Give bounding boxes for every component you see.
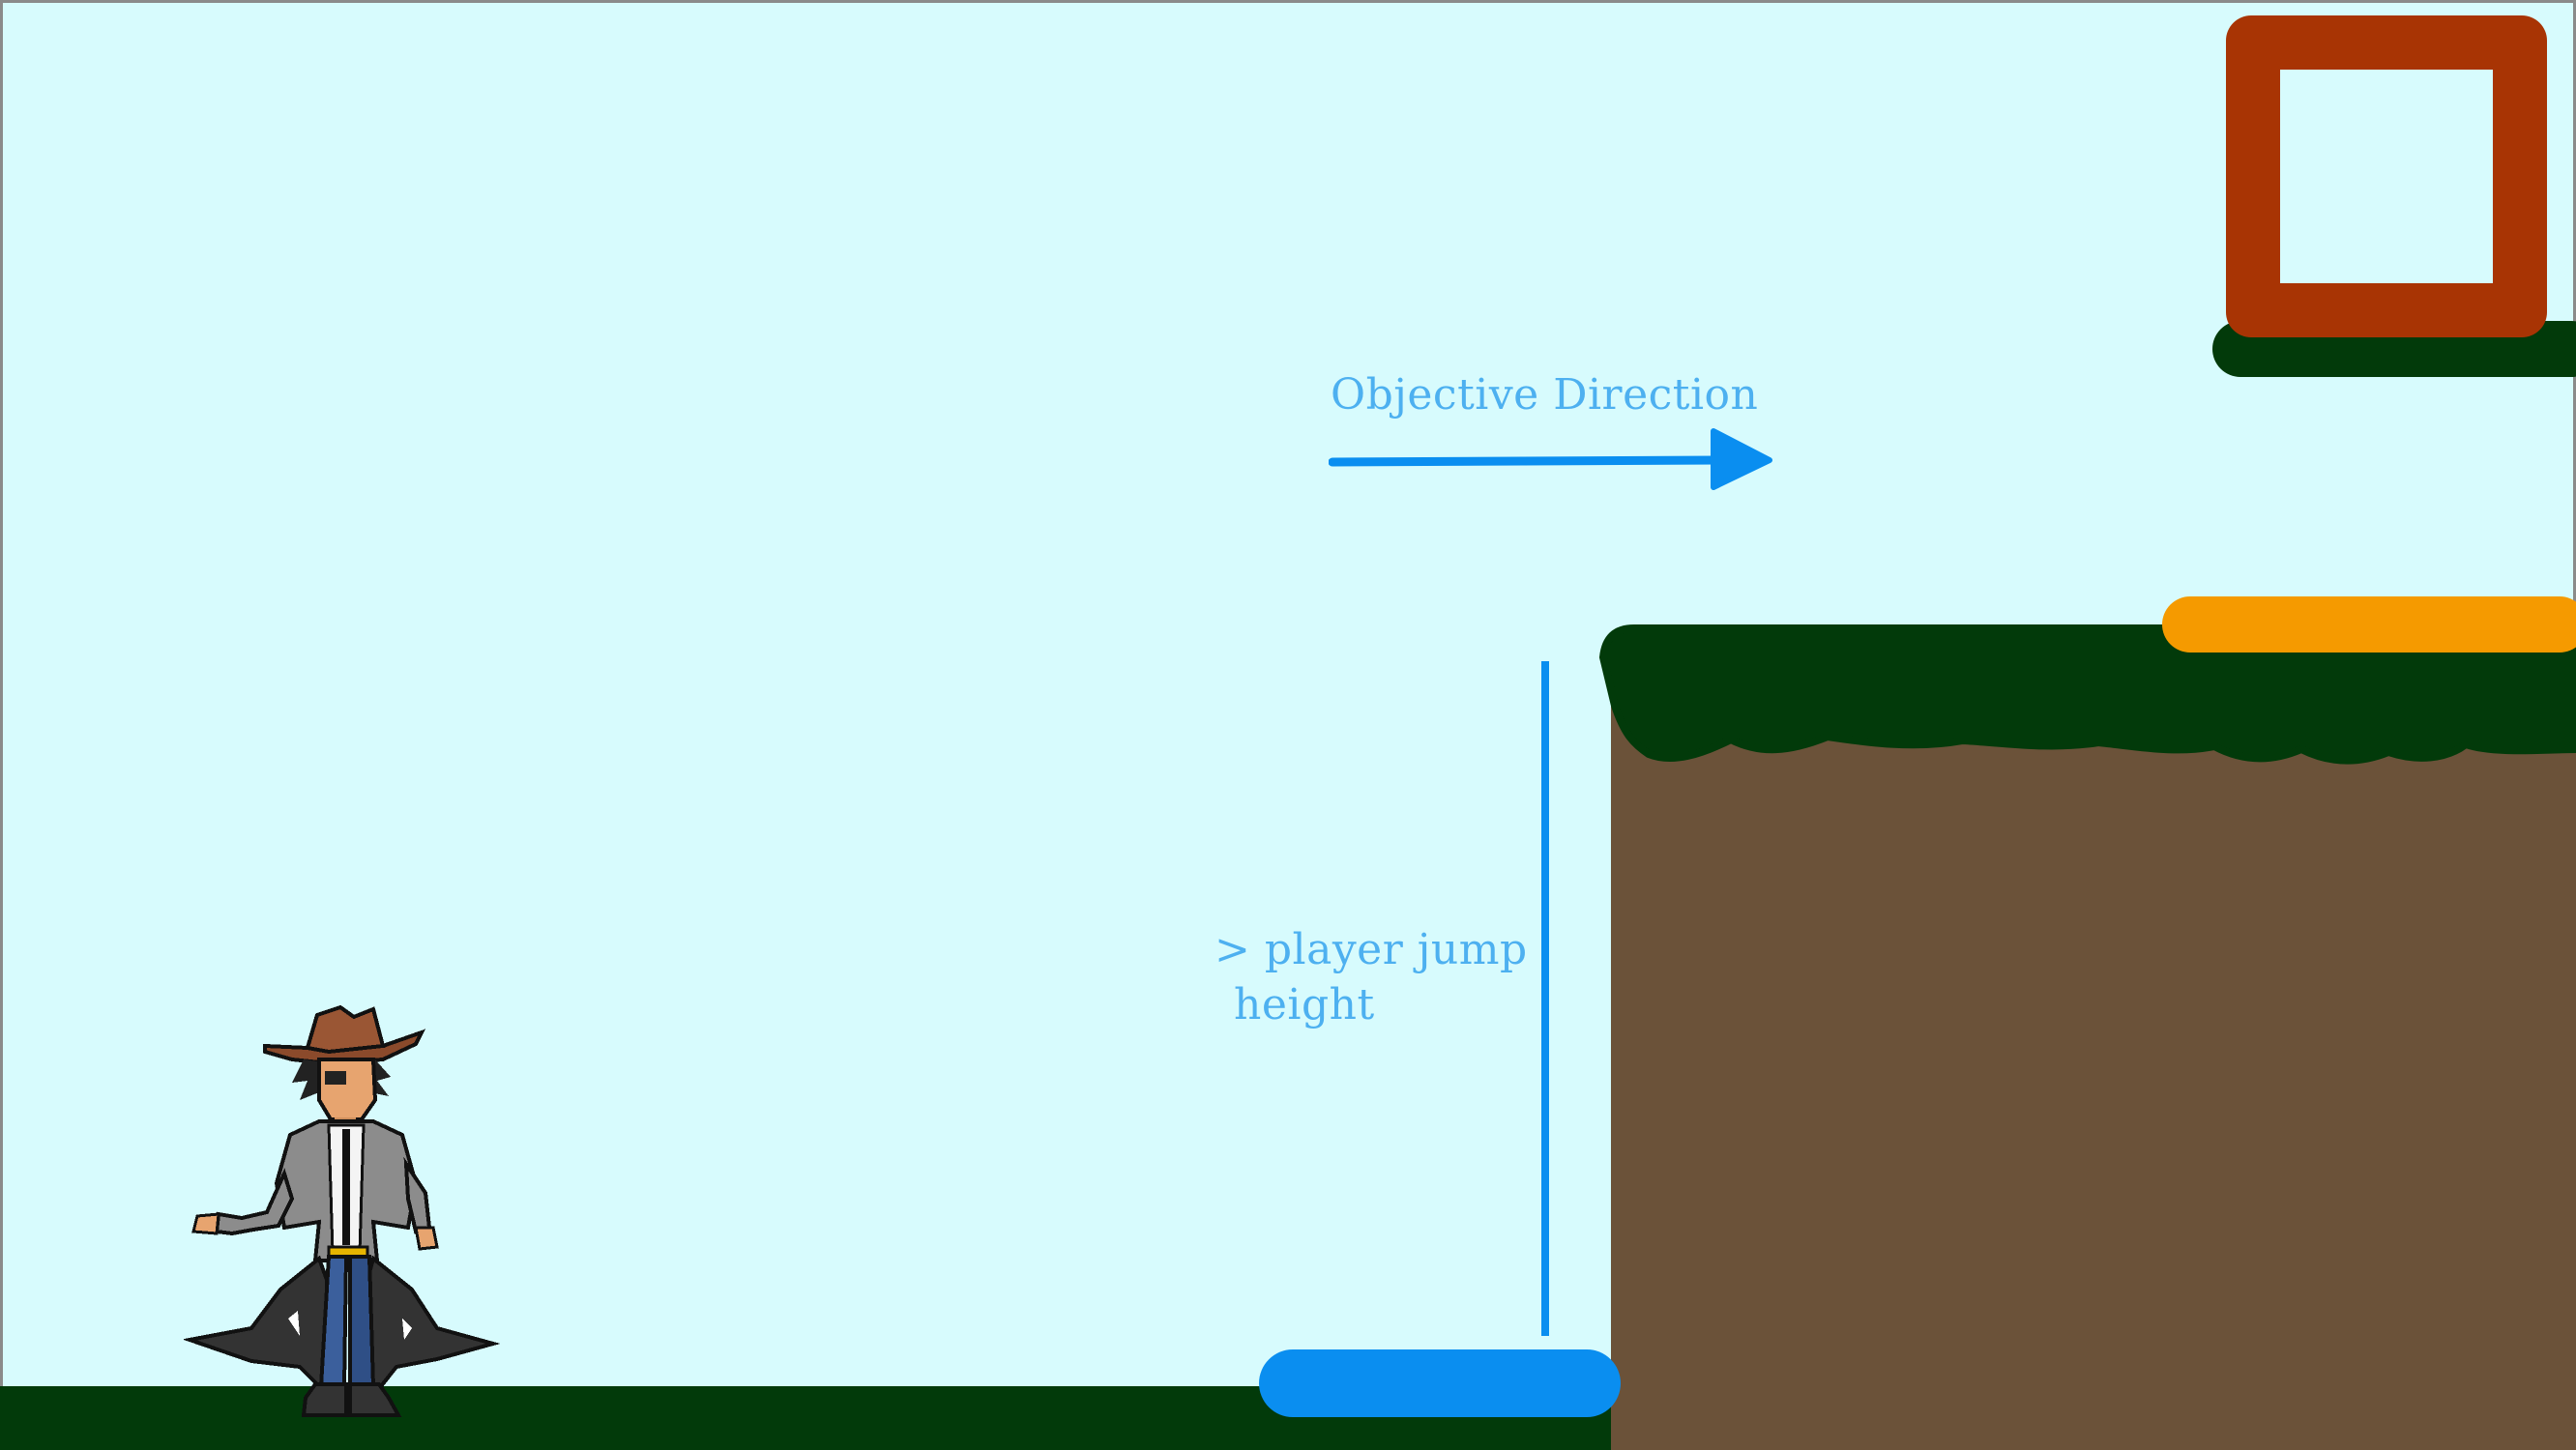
goal-door-icon [2226, 15, 2547, 337]
jump-height-line [1541, 661, 1549, 1336]
orange-platform [2162, 596, 2576, 652]
jump-height-label-line2: height [1234, 980, 1375, 1030]
cliff-grass-top [1599, 624, 2576, 765]
objective-arrow-icon [1329, 428, 1772, 490]
jump-height-label-line1: > player jump [1215, 925, 1528, 974]
player-character-sprite[interactable] [184, 1000, 503, 1419]
dirt-cliff [1611, 677, 2576, 1450]
blue-platform [1259, 1349, 1621, 1417]
objective-direction-label: Objective Direction [1331, 370, 1759, 420]
